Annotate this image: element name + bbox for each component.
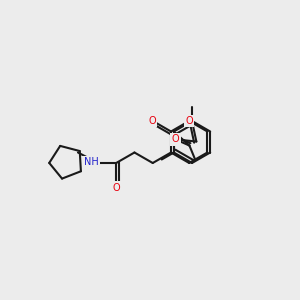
Text: NH: NH — [83, 157, 98, 167]
Text: O: O — [148, 116, 156, 126]
Text: O: O — [112, 183, 120, 193]
Text: O: O — [172, 134, 179, 144]
Text: O: O — [185, 116, 193, 126]
